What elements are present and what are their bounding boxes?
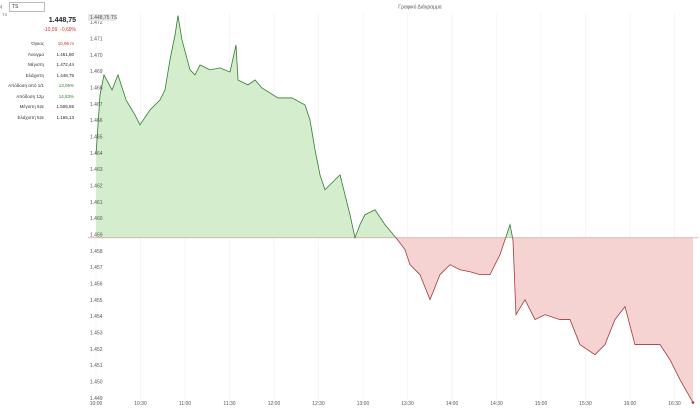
stat-row: Μέγιστη 1.472,44 (0, 62, 76, 71)
price-line-up (95, 15, 513, 238)
sidebar: ‹ TS TS 1.448,75 -10,09 -0,69% Όγκος 10,9… (0, 0, 80, 408)
stat-value: 1.165,13 (56, 114, 74, 120)
area-down (96, 237, 693, 403)
x-tick-label: 15:30 (579, 401, 592, 407)
x-tick-label: 16:30 (668, 401, 681, 407)
y-tick-label: 1.456 (90, 281, 103, 287)
y-tick-label: 1.458 (90, 249, 103, 255)
y-tick-label: 1.472 (90, 20, 103, 26)
stat-value: 1.448,75 (56, 72, 74, 78)
y-tick-label: 1.460 (90, 216, 103, 222)
stat-row: Απόδοση 12μ 14,83% (0, 94, 76, 103)
stat-row: Ελάχιστη 1.448,75 (0, 73, 76, 82)
change-pct: -0,69% (60, 27, 76, 33)
y-tick-label: 1.470 (90, 53, 103, 59)
x-tick-label: 12:00 (268, 401, 281, 407)
x-tick-label: 13:30 (401, 401, 414, 407)
stat-value: 1.461,80 (56, 51, 74, 57)
stat-row: Όγκος 10,96 m (0, 41, 76, 50)
x-tick-label: 11:30 (223, 401, 235, 407)
last-point (691, 401, 695, 404)
y-tick-label: 1.465 (90, 134, 103, 140)
y-tick-label: 1.461 (90, 200, 103, 206)
stat-value: 10,96 m (57, 41, 74, 46)
y-tick-label: 1.457 (90, 265, 103, 271)
y-tick-label: 1.459 (90, 232, 103, 238)
x-tick-label: 16:00 (624, 401, 637, 407)
y-tick-label: 1.463 (90, 167, 103, 173)
change-row: -10,09 -0,69% (43, 27, 76, 33)
stat-label: Μέγιστη (27, 62, 44, 67)
y-tick-label: 1.469 (90, 69, 103, 75)
stat-label: Απόδοση από 1/1 (8, 83, 44, 88)
x-tick-label: 14:30 (490, 401, 503, 407)
y-tick-label: 1.462 (90, 183, 103, 189)
chart-title: Γραφικό Διάγραμμα (398, 3, 442, 10)
x-tick-label: 13:00 (357, 401, 370, 407)
stat-row: Απόδοση από 1/1 13,05% (0, 83, 76, 92)
back-button[interactable]: ‹ (0, 2, 3, 11)
stat-label: Ελάχιστη (25, 72, 44, 78)
stat-row: Μέγιστη 52ε 1.505,55 (0, 104, 76, 113)
stat-label: Άνοιγμα (27, 51, 44, 57)
price-line-down (354, 237, 694, 403)
y-tick-label: 1.464 (90, 151, 103, 157)
stat-value: 13,05% (58, 83, 74, 88)
stat-row: Άνοιγμα 1.461,80 (0, 52, 76, 61)
y-tick-label: 1.454 (90, 314, 103, 320)
x-tick-label: 14:00 (446, 401, 459, 407)
price: 1.448,75 (48, 17, 76, 24)
stat-row: Ελάχιστη 52ε 1.165,13 (0, 115, 76, 124)
change: -10,09 (43, 27, 58, 33)
y-tick-label: 1.467 (90, 102, 103, 108)
stat-label: Ελάχιστη 52ε (17, 114, 44, 120)
y-tick-label: 1.450 (90, 379, 103, 385)
search-input[interactable]: TS (9, 2, 45, 12)
y-tick-label: 1.455 (90, 298, 103, 304)
stat-label: Απόδοση 12μ (16, 93, 44, 99)
y-tick-label: 1.451 (90, 363, 103, 369)
x-tick-label: 15:00 (535, 401, 548, 407)
y-tick-label: 1.466 (90, 118, 103, 124)
stat-value: 14,83% (58, 93, 74, 99)
x-tick-label: 11:00 (179, 401, 191, 407)
symbol: TS (2, 12, 8, 17)
stat-value: 1.505,55 (56, 104, 74, 109)
y-tick-label: 1.471 (90, 36, 103, 42)
stat-label: Όγκος (31, 41, 44, 46)
y-tick-label: 1.453 (90, 330, 103, 336)
x-tick-label: 10:00 (90, 401, 103, 407)
x-tick-label: 10:30 (134, 401, 147, 407)
y-tick-label: 1.452 (90, 347, 103, 353)
last-label-bg (88, 14, 116, 21)
stat-value: 1.472,44 (56, 62, 74, 67)
last-label: 1.448,75 TS (90, 15, 118, 21)
stat-label: Μέγιστη 52ε (19, 104, 44, 109)
y-tick-label: 1.468 (90, 85, 103, 91)
area-up (96, 15, 693, 238)
x-tick-label: 12:30 (312, 401, 325, 407)
y-tick-label: 1.449 (90, 396, 103, 402)
